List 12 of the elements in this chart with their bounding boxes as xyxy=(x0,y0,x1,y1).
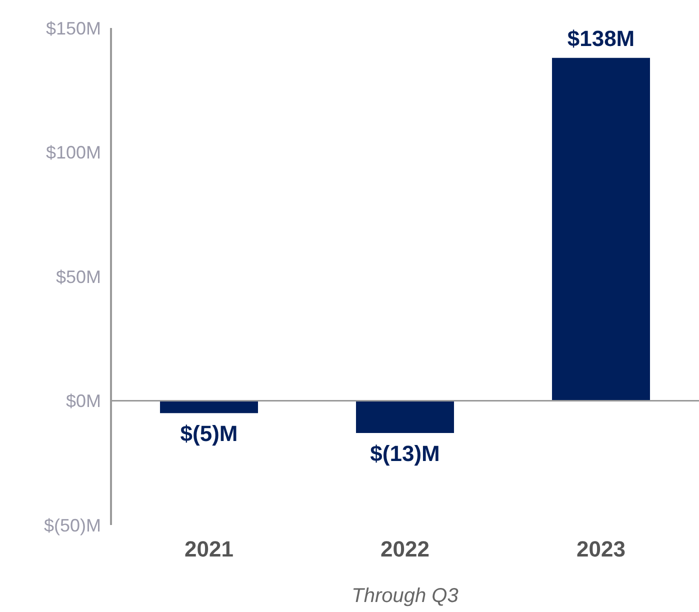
data-label: $(13)M xyxy=(370,441,440,466)
x-axis-title: Through Q3 xyxy=(352,585,458,607)
y-tick-label: $50M xyxy=(56,266,101,287)
y-tick-label: $150M xyxy=(46,18,101,38)
x-tick-label: 2023 xyxy=(576,536,626,562)
data-label: $(5)M xyxy=(180,421,238,446)
x-tick-label: 2021 xyxy=(184,536,234,562)
data-label: $138M xyxy=(567,26,635,51)
x-tick-label: 2022 xyxy=(380,536,430,562)
y-tick-label: $100M xyxy=(46,142,101,163)
y-tick-label: $0M xyxy=(66,391,101,412)
y-tick-label: $(50)M xyxy=(44,515,101,536)
